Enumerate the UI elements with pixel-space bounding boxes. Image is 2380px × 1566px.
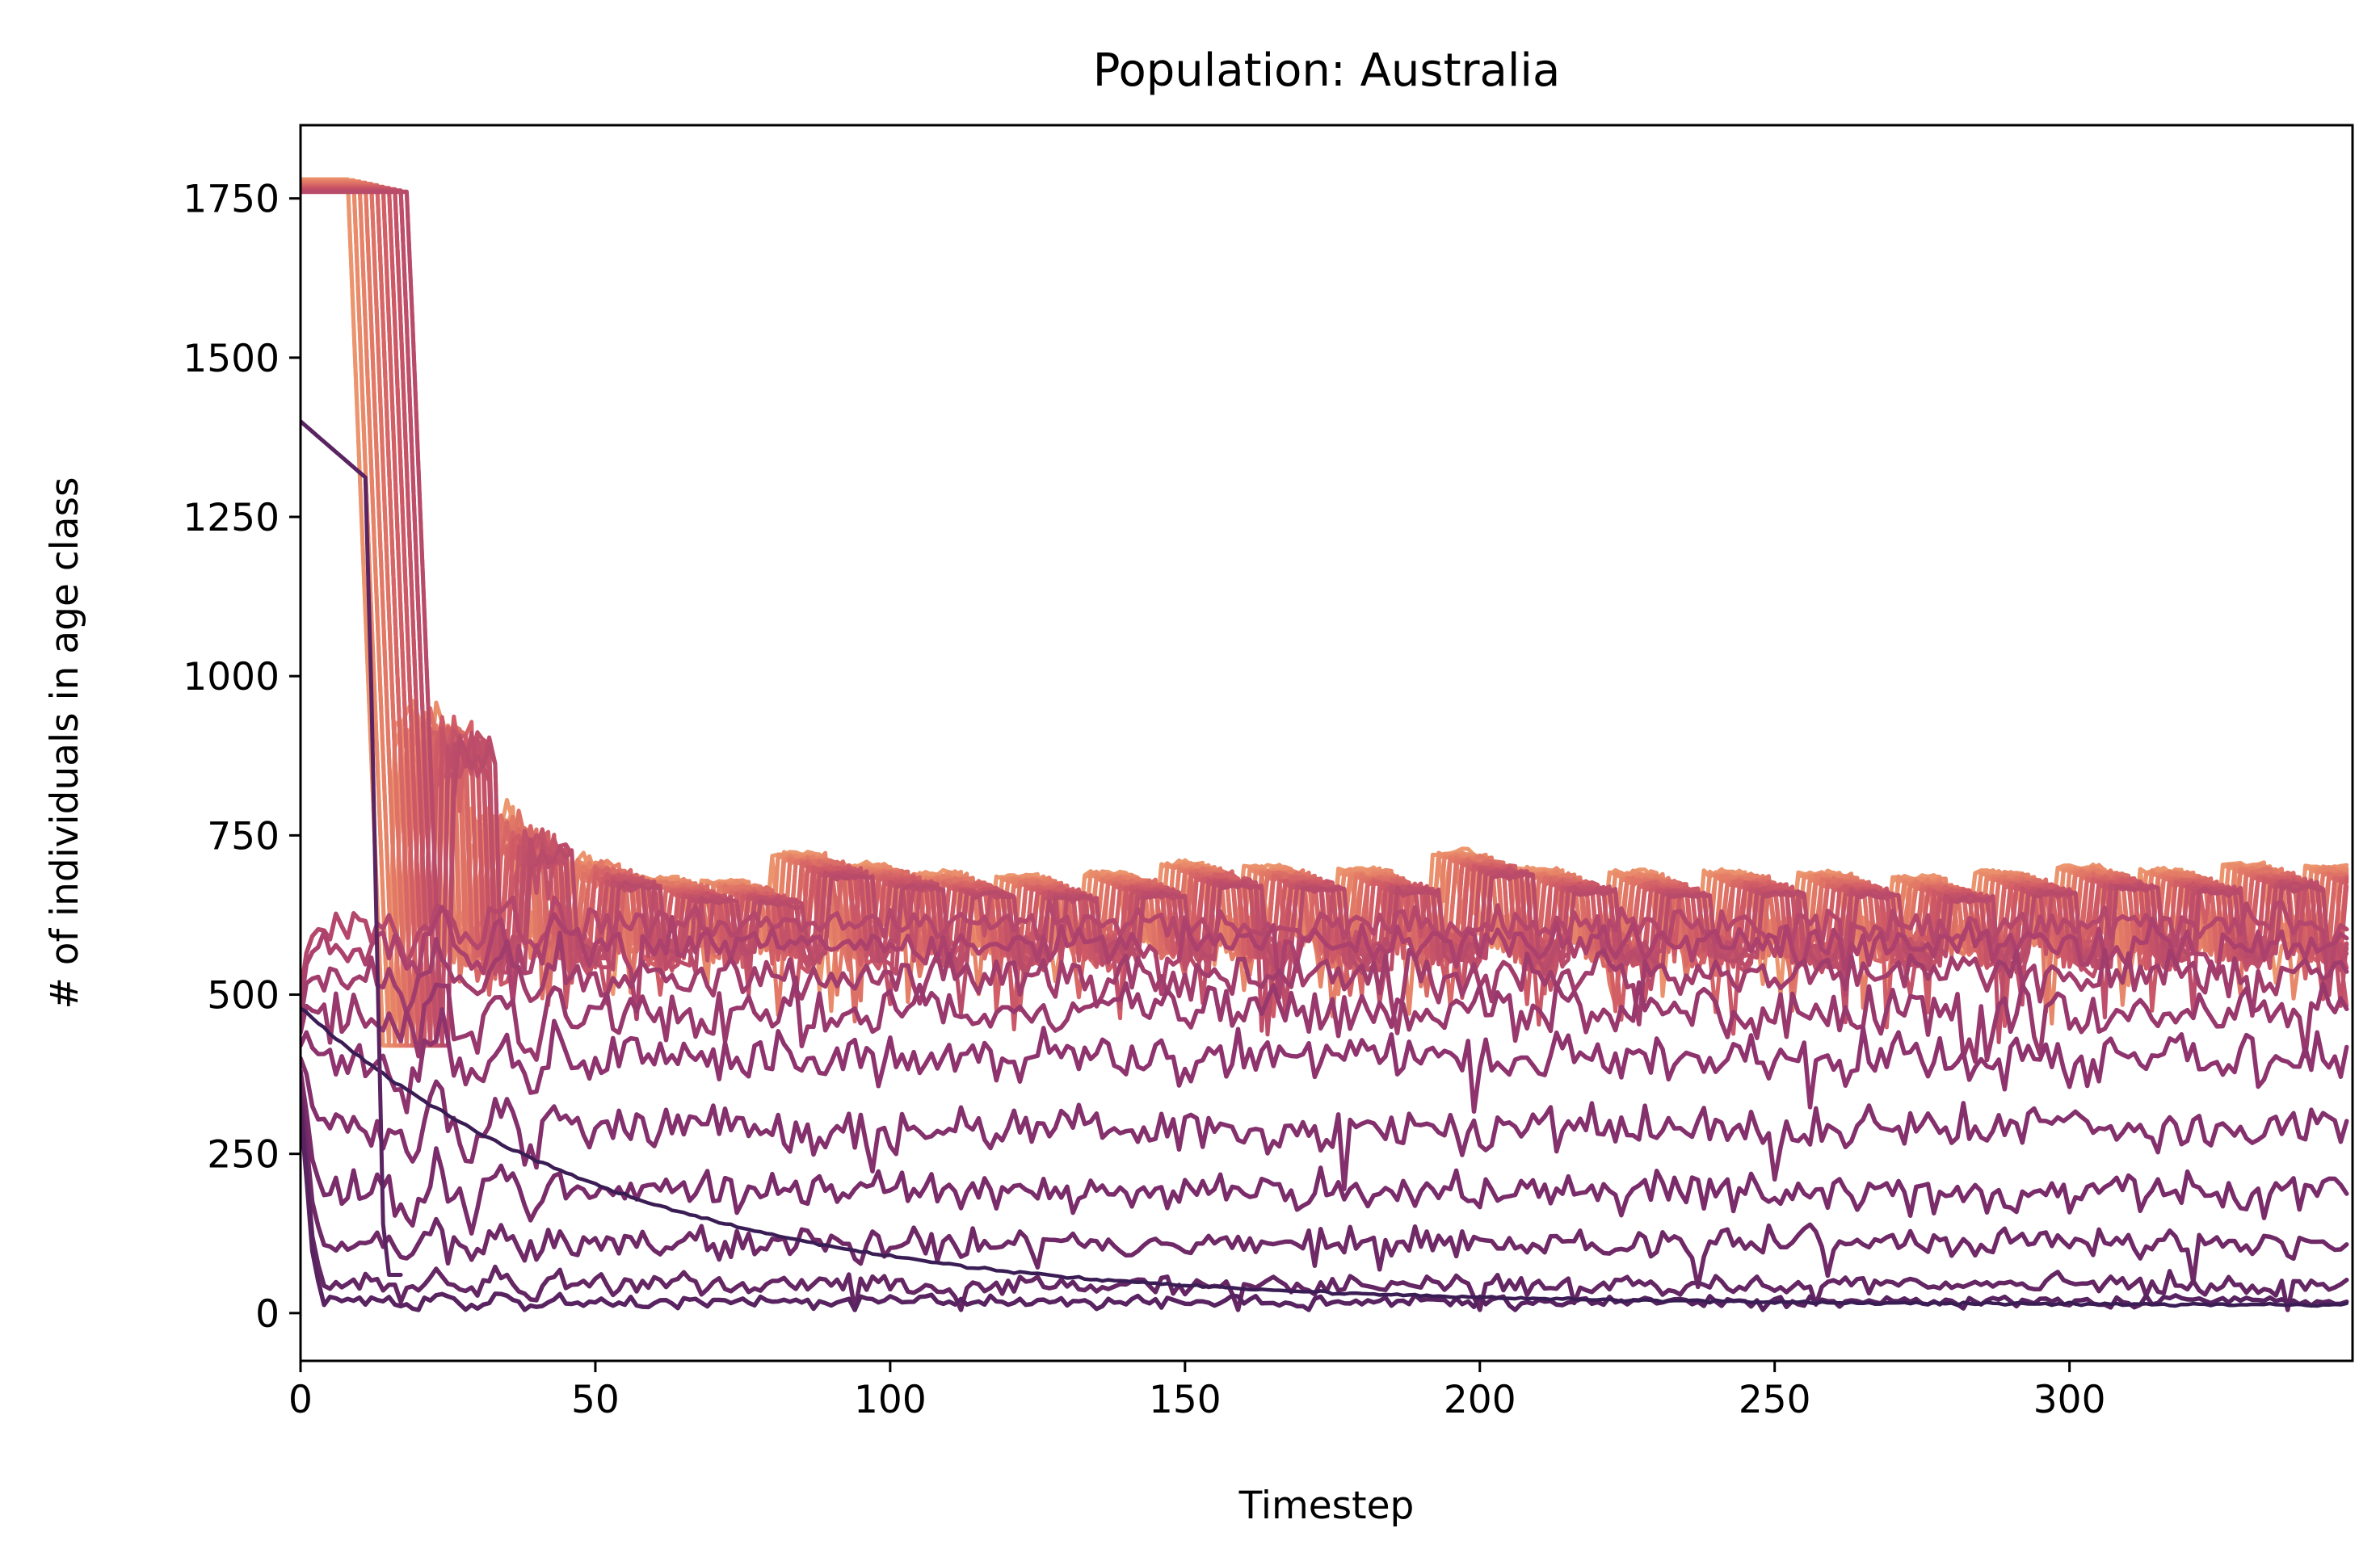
x-tick-label: 0 [288,1378,313,1422]
x-tick-label: 100 [854,1378,927,1422]
series-lower-3 [301,975,2349,1064]
x-tick-label: 150 [1149,1378,1222,1422]
series-lower-4 [301,1007,2349,1115]
series-dropout [301,419,403,1277]
y-tick-label: 1250 [183,496,280,540]
series-layer [301,177,2349,1312]
x-tick-label: 200 [1444,1378,1516,1422]
series-lower-2 [301,930,2349,1035]
y-tick-label: 500 [207,974,280,1018]
x-axis-label: Timestep [1238,1484,1415,1528]
x-tick-label: 50 [571,1378,620,1422]
series-lower-5 [301,1056,2349,1191]
series-decline [301,1006,2348,1308]
y-tick-label: 750 [207,814,280,859]
y-axis: 0 250 500 750 1000 1250 1500 1750 [183,178,301,1337]
y-tick-label: 1750 [183,178,280,222]
plot-frame [299,124,2354,1362]
series-lower-9 [301,1106,2349,1312]
x-axis: 0 50 100 150 200 250 300 [288,1361,2106,1422]
y-axis-label: # of individuals in age class [43,477,87,1009]
series-lower-6 [301,1068,2349,1236]
series-lower-8 [301,1094,2349,1312]
series-upper-25 [301,187,2349,1048]
x-tick-label: 300 [2033,1378,2106,1422]
y-tick-label: 250 [207,1133,280,1178]
series-lower-7 [301,1081,2349,1290]
y-tick-label: 0 [255,1292,280,1337]
series-lower-0 [301,895,2349,997]
x-tick-label: 250 [1739,1378,1811,1422]
series-lower-1 [301,905,2349,1022]
series-upper-31 [301,190,2349,1048]
y-tick-label: 1000 [183,655,280,699]
y-tick-label: 1500 [183,337,280,381]
chart-title: Population: Australia [1093,44,1561,97]
